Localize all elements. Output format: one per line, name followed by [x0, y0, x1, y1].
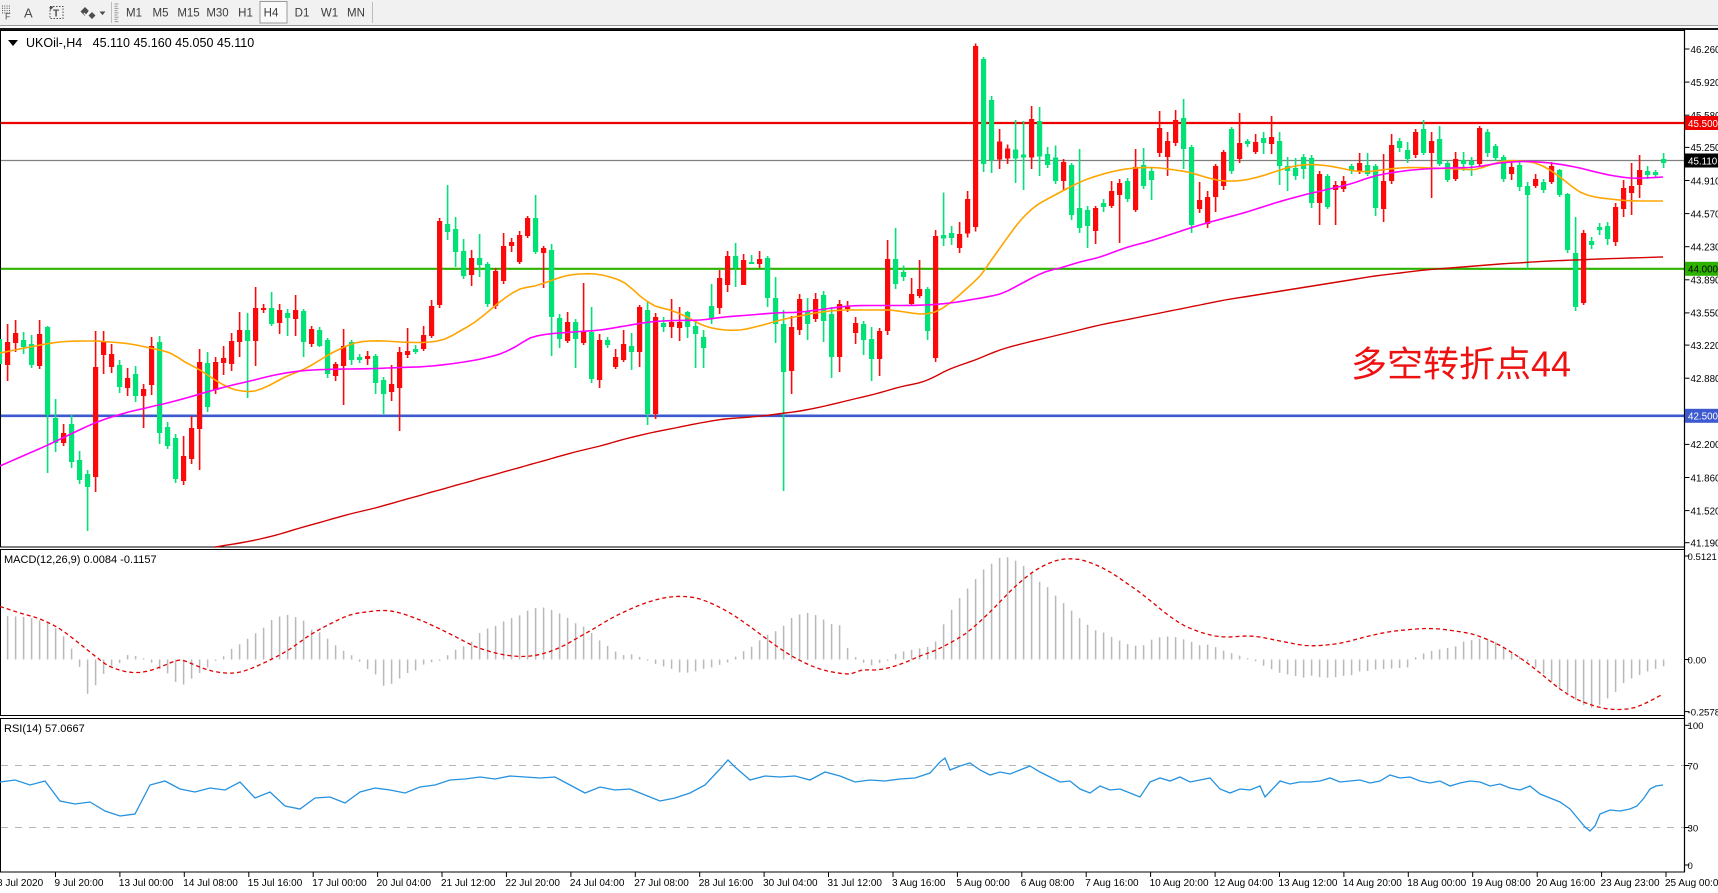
- svg-text:20 Jul 04:00: 20 Jul 04:00: [377, 878, 432, 889]
- svg-text:UKOil-,H4 45.110 45.160 45.0: UKOil-,H4 45.110 45.160 45.050 45.110: [26, 36, 254, 50]
- svg-text:42.200: 42.200: [1691, 440, 1718, 451]
- svg-text:41.190: 41.190: [1691, 539, 1718, 550]
- svg-text:12 Aug 04:00: 12 Aug 04:00: [1214, 878, 1273, 889]
- svg-text:RSI(14) 57.0667: RSI(14) 57.0667: [4, 723, 85, 735]
- svg-text:6 Aug 08:00: 6 Aug 08:00: [1021, 878, 1075, 889]
- svg-text:21 Jul 12:00: 21 Jul 12:00: [441, 878, 496, 889]
- svg-text:MN: MN: [347, 8, 365, 20]
- svg-text:H1: H1: [238, 8, 253, 20]
- svg-text:45.500: 45.500: [1688, 119, 1718, 130]
- svg-text:41.520: 41.520: [1691, 506, 1718, 517]
- svg-text:M1: M1: [126, 8, 142, 20]
- svg-text:44.910: 44.910: [1691, 176, 1718, 187]
- svg-text:31 Jul 12:00: 31 Jul 12:00: [828, 878, 883, 889]
- svg-text:30: 30: [1688, 823, 1699, 834]
- svg-text:14 Jul 08:00: 14 Jul 08:00: [183, 878, 238, 889]
- svg-text:18 Aug 00:00: 18 Aug 00:00: [1407, 878, 1466, 889]
- svg-text:46.260: 46.260: [1691, 45, 1718, 56]
- svg-text:M5: M5: [153, 8, 169, 20]
- svg-text:44: 44: [1531, 344, 1571, 385]
- svg-text:45.920: 45.920: [1691, 78, 1718, 89]
- svg-text:M15: M15: [177, 8, 199, 20]
- svg-text:MACD(12,26,9) 0.0084 -0.1157: MACD(12,26,9) 0.0084 -0.1157: [4, 554, 157, 566]
- svg-text:44.000: 44.000: [1688, 265, 1718, 276]
- svg-text:0: 0: [1688, 861, 1693, 872]
- svg-text:7 Aug 16:00: 7 Aug 16:00: [1085, 878, 1139, 889]
- svg-text:17 Jul 00:00: 17 Jul 00:00: [312, 878, 367, 889]
- svg-text:43.890: 43.890: [1691, 276, 1718, 287]
- svg-text:43.550: 43.550: [1691, 309, 1718, 320]
- svg-text:-0.2578: -0.2578: [1688, 707, 1718, 718]
- svg-text:22 Jul 20:00: 22 Jul 20:00: [505, 878, 560, 889]
- svg-text:45.250: 45.250: [1691, 143, 1718, 154]
- svg-text:T: T: [53, 9, 59, 20]
- svg-text:3 Aug 16:00: 3 Aug 16:00: [892, 878, 946, 889]
- svg-text:42.880: 42.880: [1691, 374, 1718, 385]
- svg-text:28 Jul 16:00: 28 Jul 16:00: [699, 878, 754, 889]
- svg-text:27 Jul 08:00: 27 Jul 08:00: [634, 878, 689, 889]
- svg-text:41.860: 41.860: [1691, 473, 1718, 484]
- svg-text:45.110: 45.110: [1688, 156, 1718, 167]
- svg-text:20 Aug 16:00: 20 Aug 16:00: [1536, 878, 1595, 889]
- svg-text:5 Aug 00:00: 5 Aug 00:00: [956, 878, 1010, 889]
- svg-text:44.230: 44.230: [1691, 243, 1718, 254]
- svg-text:10 Aug 20:00: 10 Aug 20:00: [1150, 878, 1209, 889]
- svg-text:30 Jul 04:00: 30 Jul 04:00: [763, 878, 818, 889]
- svg-text:W1: W1: [321, 8, 338, 20]
- svg-text:8 Jul 2020: 8 Jul 2020: [0, 878, 44, 889]
- svg-text:A: A: [24, 6, 33, 21]
- svg-text:42.500: 42.500: [1688, 412, 1718, 423]
- svg-text:0.00: 0.00: [1688, 655, 1707, 666]
- svg-text:9 Jul 20:00: 9 Jul 20:00: [55, 878, 104, 889]
- svg-text:M30: M30: [206, 8, 228, 20]
- svg-text:19 Aug 08:00: 19 Aug 08:00: [1472, 878, 1531, 889]
- svg-text:13 Aug 12:00: 13 Aug 12:00: [1279, 878, 1338, 889]
- svg-text:D1: D1: [295, 8, 310, 20]
- svg-text:23 Aug 23:00: 23 Aug 23:00: [1601, 878, 1660, 889]
- svg-text:100: 100: [1688, 721, 1704, 732]
- svg-text:13 Jul 00:00: 13 Jul 00:00: [119, 878, 174, 889]
- svg-text:25 Aug 00:00: 25 Aug 00:00: [1665, 878, 1718, 889]
- svg-text:70: 70: [1688, 761, 1699, 772]
- svg-text:24 Jul 04:00: 24 Jul 04:00: [570, 878, 625, 889]
- svg-text:43.220: 43.220: [1691, 341, 1718, 352]
- svg-text:44.570: 44.570: [1691, 209, 1718, 220]
- svg-text:0.5121: 0.5121: [1688, 552, 1717, 563]
- svg-text:H4: H4: [264, 8, 279, 20]
- svg-text:14 Aug 20:00: 14 Aug 20:00: [1343, 878, 1402, 889]
- svg-text:F: F: [5, 12, 11, 22]
- svg-text:15 Jul 16:00: 15 Jul 16:00: [248, 878, 303, 889]
